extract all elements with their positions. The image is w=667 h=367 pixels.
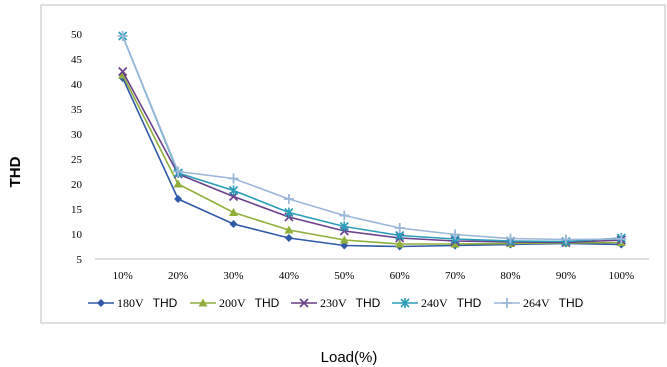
legend-item: 264V THD [494,296,584,310]
legend-label: 180V THD [117,296,178,310]
y-tick-label: 30 [71,129,83,141]
data-point [616,234,627,244]
x-axis-ticks: 10% 20% 30% 40% 50% 60% 70% 80% 90% 100% [113,270,635,282]
series-line [121,71,622,244]
x-tick-label: 80% [500,270,520,282]
data-point [283,194,294,204]
series-line [121,35,622,243]
legend-voltage: 180V [117,296,144,310]
legend-voltage: 240V [421,296,448,310]
legend-item: 200V THD [190,296,280,310]
x-tick-label: 90% [556,270,576,282]
chart-frame [40,4,666,324]
legend-item: 180V THD [88,296,178,310]
data-point [284,225,294,234]
y-tick-label: 40 [71,79,83,91]
data-point [173,166,184,177]
y-tick-label: 25 [71,154,83,166]
legend-suffix: THD [457,296,482,310]
data-point [229,208,238,216]
data-point [284,207,294,218]
y-tick-label: 20 [71,179,83,191]
legend-suffix: THD [356,296,381,310]
data-point [228,173,239,184]
data-point [339,235,349,244]
legend-suffix: THD [255,296,280,310]
data-point [229,220,238,228]
y-tick-label: 50 [71,29,83,41]
legend-marker [502,298,512,308]
legend-suffix: THD [559,296,584,310]
y-tick-label: 10 [71,229,83,241]
legend-label: 200V THD [219,296,280,310]
data-point [395,239,405,248]
data-point [339,210,350,221]
data-point [228,185,239,196]
series-240V [118,31,626,247]
x-tick-label: 20% [168,270,188,282]
y-axis-ticks: 5 10 15 20 25 30 35 40 45 50 [71,29,83,266]
legend-label: 264V THD [523,296,584,310]
legend-item: 230V THD [291,296,381,310]
legend-voltage: 264V [523,296,550,310]
x-tick-label: 10% [113,270,133,282]
data-point [450,229,461,240]
legend-marker [299,298,309,308]
legend: 180V THD 200V THD 230V THD 240V THD 264V THD [88,296,584,310]
x-tick-label: 50% [334,270,354,282]
x-tick-label: 70% [445,270,465,282]
y-tick-label: 35 [71,104,83,116]
series-line [121,35,622,241]
y-tick-label: 5 [77,254,83,266]
legend-suffix: THD [153,296,178,310]
data-point [174,195,183,203]
data-point [560,234,571,245]
x-axis-title: Load(%) [321,349,378,366]
series-line [121,74,622,245]
legend-label: 230V THD [320,296,381,310]
legend-voltage: 230V [320,296,347,310]
data-point [394,223,405,233]
series-layer [117,31,627,251]
data-point [284,234,293,242]
y-tick-label: 45 [71,54,83,66]
legend-marker [400,298,410,308]
data-point [173,179,183,188]
legend-voltage: 200V [219,296,246,310]
x-tick-label: 100% [608,270,634,282]
data-point [505,233,516,244]
x-tick-label: 60% [390,270,410,282]
data-point [339,221,349,232]
legend-label: 240V THD [421,296,482,310]
data-point [118,66,128,77]
data-point [117,31,128,41]
x-tick-label: 40% [279,270,299,282]
x-tick-label: 30% [223,270,243,282]
legend-marker [97,299,105,307]
series-264V [117,31,627,245]
legend-item: 240V THD [392,296,482,310]
y-tick-label: 15 [71,204,83,216]
legend-marker [198,298,208,307]
y-axis-title: THD [7,156,24,187]
